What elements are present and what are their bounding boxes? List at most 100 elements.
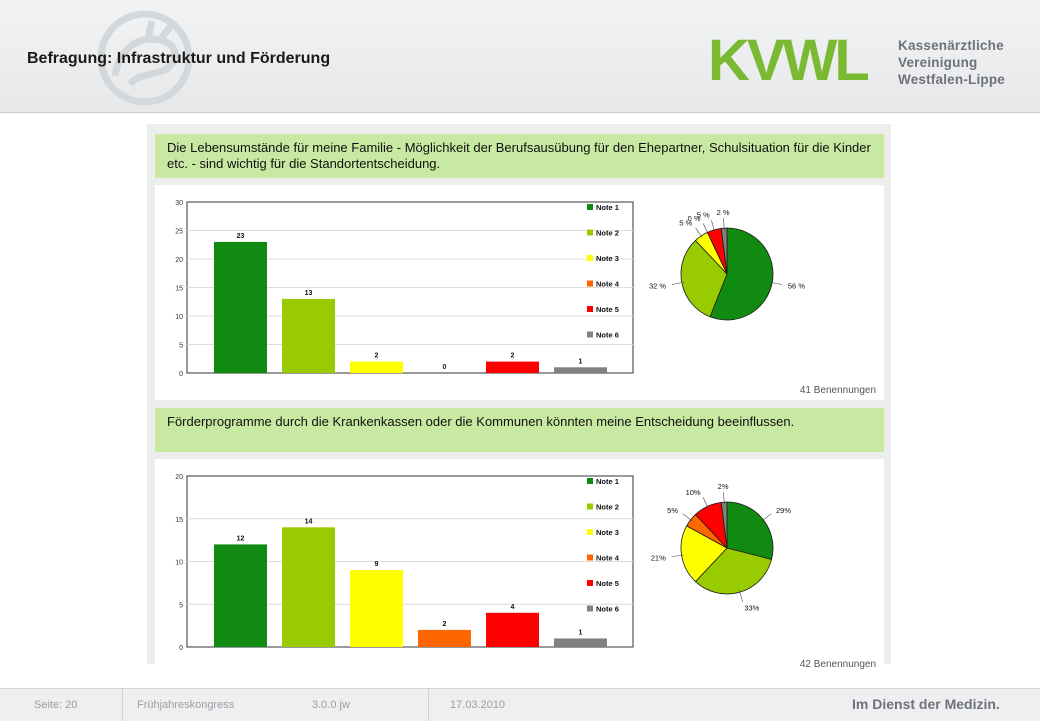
date: 17.03.2010 xyxy=(450,699,506,711)
y-tick-label: 25 xyxy=(175,229,183,236)
y-tick-label: 20 xyxy=(175,474,183,481)
legend-label: Note 2 xyxy=(596,503,619,512)
legend-swatch xyxy=(587,529,593,535)
pie-label: 56 % xyxy=(788,282,805,291)
pie-leader-line xyxy=(723,218,725,231)
bar-value-label: 12 xyxy=(237,535,245,542)
pie-label: 2 % xyxy=(717,208,730,217)
event-name: Frühjahreskongress xyxy=(137,699,235,711)
page-number: Seite: 20 xyxy=(34,699,78,711)
logo-line-2: Vereinigung xyxy=(898,55,978,70)
bar-value-label: 13 xyxy=(305,290,313,297)
bar-note-6 xyxy=(554,638,607,647)
kvwl-logo-mark: KVWL xyxy=(708,34,868,86)
footer: Seite: 20 Frühjahreskongress 3.0.0 jw 17… xyxy=(0,688,1040,721)
kvwl-logo: KVWL xyxy=(708,34,871,86)
legend-label: Note 4 xyxy=(596,280,620,289)
bar-note-6 xyxy=(554,367,607,373)
y-tick-label: 10 xyxy=(175,314,183,321)
legend-swatch xyxy=(587,478,593,484)
legend-label: Note 6 xyxy=(596,331,619,340)
y-tick-label: 15 xyxy=(175,517,183,524)
question-box: Förderprogramme durch die Krankenkassen … xyxy=(155,408,884,452)
legend-swatch xyxy=(587,306,593,312)
header: Befragung: Infrastruktur und Förderung K… xyxy=(0,0,1040,113)
y-tick-label: 5 xyxy=(179,602,183,609)
pie-leader-line xyxy=(671,281,684,285)
legend-swatch xyxy=(587,331,593,338)
content-area: Die Lebensumstände für meine Familie - M… xyxy=(147,124,891,674)
bar-note-5 xyxy=(486,361,539,373)
legend-swatch xyxy=(587,580,593,586)
bar-value-label: 2 xyxy=(443,621,447,628)
legend-label: Note 1 xyxy=(596,477,619,486)
pie-leader-line xyxy=(770,281,783,285)
question-text: Förderprogramme durch die Krankenkassen … xyxy=(167,414,795,429)
bar-value-label: 1 xyxy=(579,358,583,365)
pie-label: 5% xyxy=(667,506,678,515)
pie-leader-line xyxy=(738,590,743,602)
bar-value-label: 23 xyxy=(237,233,245,240)
slogan: Im Dienst der Medizin. xyxy=(852,696,1000,712)
pie-leader-line xyxy=(723,492,725,505)
legend-label: Note 6 xyxy=(596,605,619,614)
coat-of-arms-watermark-icon xyxy=(97,10,193,106)
legend-label: Note 5 xyxy=(596,579,619,588)
y-tick-label: 0 xyxy=(179,371,183,378)
legend-swatch xyxy=(587,605,593,612)
pie-label: 32 % xyxy=(649,282,666,291)
bar-value-label: 0 xyxy=(443,364,447,371)
bar-value-label: 14 xyxy=(305,518,313,525)
bar-note-1 xyxy=(214,544,267,647)
legend-swatch xyxy=(587,255,593,261)
logo-line-1: Kassenärztliche xyxy=(898,38,1004,53)
version: 3.0.0 jw xyxy=(312,699,350,711)
y-tick-label: 0 xyxy=(179,645,183,652)
bar-note-3 xyxy=(350,361,403,373)
question-text: Die Lebensumstände für meine Familie - M… xyxy=(167,140,871,171)
bar-chart: 0 5 10 15 20 12 14 9 2 4 1 Note 1 Note 2 Note 3 Note 4… xyxy=(175,474,791,652)
legend-label: Note 2 xyxy=(596,229,619,238)
y-tick-label: 10 xyxy=(175,560,183,567)
pie-leader-line xyxy=(695,227,703,238)
legend-swatch xyxy=(587,280,593,287)
pie-label: 0 % xyxy=(688,214,701,223)
bar-value-label: 2 xyxy=(511,353,515,360)
pie-leader-line xyxy=(682,513,693,522)
pie-label: 2% xyxy=(718,482,729,491)
bar-value-label: 1 xyxy=(579,629,583,636)
pie-label: 29% xyxy=(776,506,791,515)
logo-line-3: Westfalen-Lippe xyxy=(898,72,1006,87)
chart-area: 0 5 10 15 20 25 30 23 13 2 0 2 1 Note 1 Note 2 Note 3 No… xyxy=(155,185,884,400)
page-title: Befragung: Infrastruktur und Förderung xyxy=(27,50,331,67)
pie-leader-line xyxy=(761,513,772,522)
bar-note-1 xyxy=(214,241,267,373)
pie-label: 5 % xyxy=(697,210,710,219)
pie-leader-line xyxy=(711,220,716,232)
y-tick-label: 20 xyxy=(175,257,183,264)
response-count: 42 Benennungen xyxy=(799,659,876,670)
legend-swatch xyxy=(587,204,593,210)
legend-label: Note 3 xyxy=(596,254,619,263)
pie-leader-line xyxy=(671,554,684,558)
bar-value-label: 9 xyxy=(375,561,379,568)
pie-label: 33% xyxy=(744,604,759,613)
bar-note-3 xyxy=(350,570,403,647)
bar-note-5 xyxy=(486,612,539,647)
bar-value-label: 2 xyxy=(375,353,379,360)
y-tick-label: 5 xyxy=(179,343,183,350)
pie-label: 21% xyxy=(651,554,666,563)
pie-leader-line xyxy=(702,497,709,509)
question-box: Die Lebensumstände für meine Familie - M… xyxy=(155,134,884,178)
legend-label: Note 1 xyxy=(596,203,619,212)
bar-note-2 xyxy=(282,527,335,647)
footer-divider xyxy=(122,689,123,721)
bar-note-2 xyxy=(282,298,335,373)
legend-label: Note 5 xyxy=(596,305,619,314)
y-tick-label: 15 xyxy=(175,286,183,293)
legend-swatch xyxy=(587,503,593,510)
legend-label: Note 4 xyxy=(596,554,620,563)
bar-note-4 xyxy=(418,629,471,647)
legend-label: Note 3 xyxy=(596,528,619,537)
